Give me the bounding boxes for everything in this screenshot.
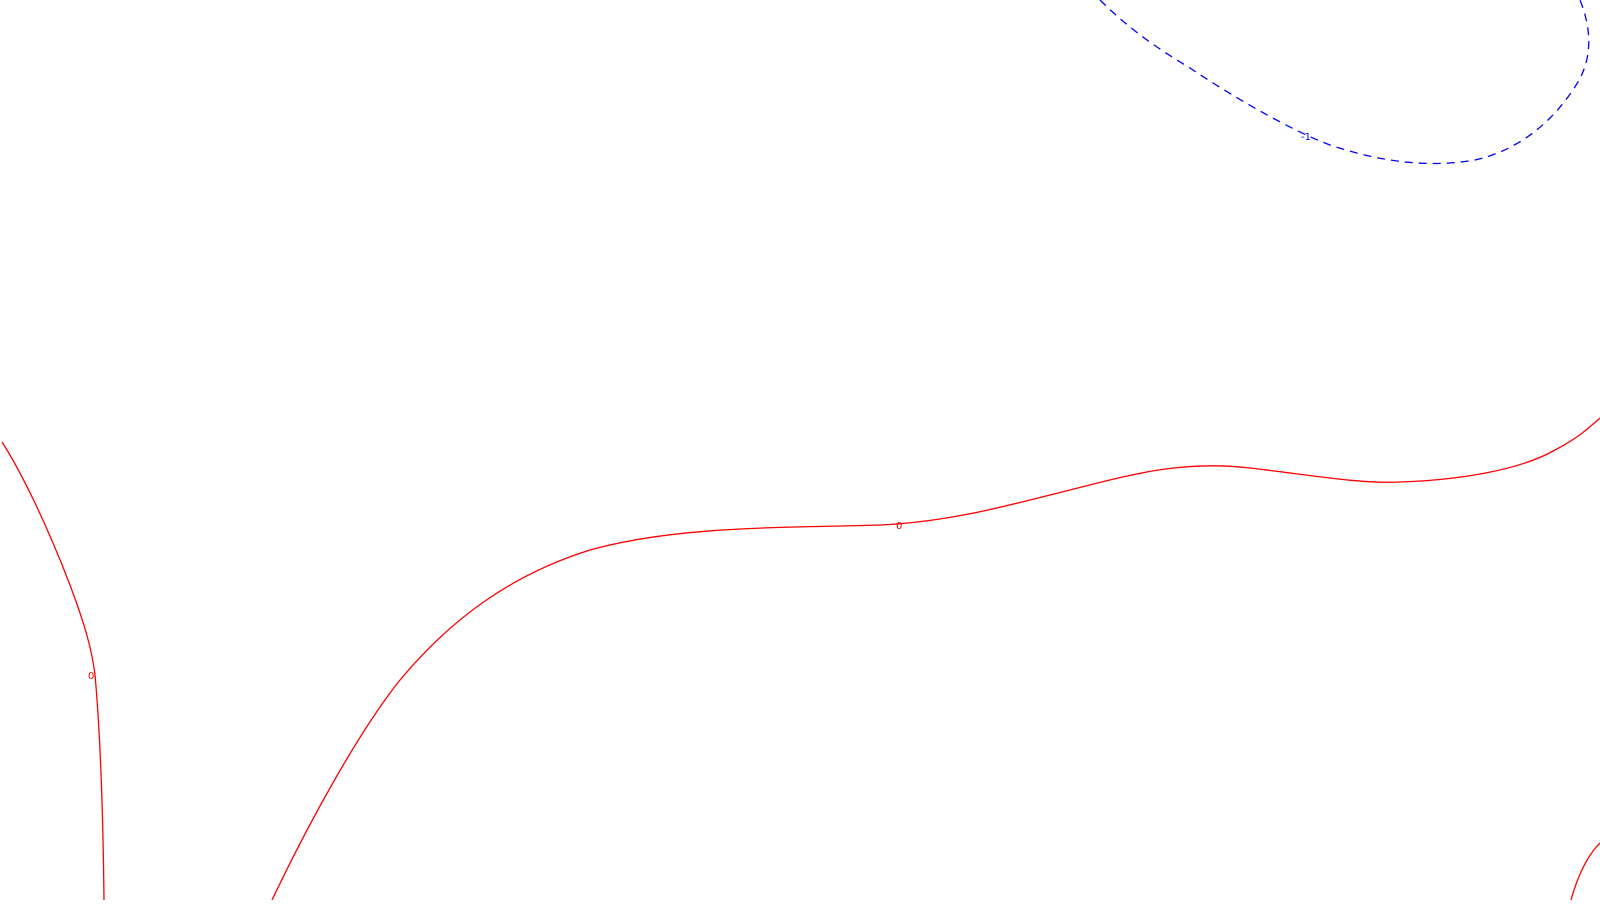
contour-label-negative-top-right: -1 [1301,132,1311,143]
contour-label-zero-left: 0 [88,671,94,682]
contour-line-zero-bottom-right [1570,842,1600,901]
contour-label-zero-middle: 0 [896,521,902,532]
contour-line-zero-middle [271,417,1600,901]
contour-line-zero-left [1,441,105,901]
contour-line-negative-top-right [1099,0,1590,165]
